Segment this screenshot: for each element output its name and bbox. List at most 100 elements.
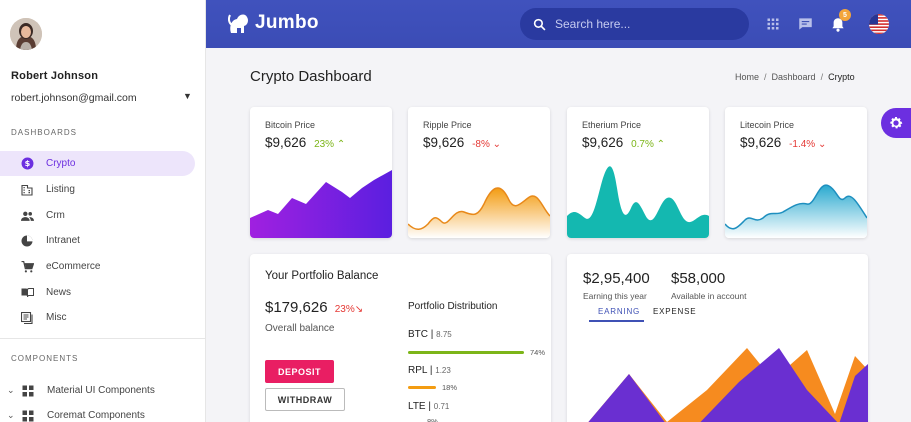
- ripple-sparkline: [408, 187, 550, 238]
- distribution-row-btc: BTC | 8.75: [408, 329, 452, 340]
- sidebar-item-coremat[interactable]: ⌄ Coremat Components: [0, 403, 195, 422]
- distribution-title: Portfolio Distribution: [408, 301, 498, 312]
- bitcoin-sparkline: [250, 170, 392, 238]
- coin-value: 8.75: [436, 330, 452, 339]
- search-input[interactable]: [555, 17, 735, 31]
- sidebar-item-material-ui[interactable]: ⌄ Material UI Components: [0, 378, 195, 403]
- price-change-text: 0.7%: [631, 139, 654, 150]
- etherium-price-card: Etherium Price $9,626 0.7% ⌃: [567, 107, 709, 238]
- arrow-down-icon: ⌄: [492, 139, 502, 150]
- portfolio-amount-value: $179,626: [265, 299, 328, 316]
- price-card-title: Etherium Price: [582, 120, 642, 130]
- price-value: $9,626: [265, 135, 307, 150]
- us-flag-icon[interactable]: [869, 14, 889, 34]
- dollar-icon: $: [20, 157, 34, 171]
- price-card-title: Ripple Price: [423, 120, 472, 130]
- coin-name: RPL: [408, 365, 428, 376]
- user-name: Robert Johnson: [11, 70, 99, 82]
- section-title-components: COMPONENTS: [11, 354, 79, 363]
- coin-value: 1.23: [435, 366, 451, 375]
- sidebar: Robert Johnson robert.johnson@gmail.com …: [0, 0, 206, 422]
- portfolio-amount: $179,626 23%↘: [265, 299, 363, 316]
- tab-earning[interactable]: EARNING: [598, 307, 641, 316]
- active-tab-indicator: [589, 320, 644, 322]
- price-change-text: -8%: [472, 139, 490, 150]
- coin-name: BTC: [408, 329, 428, 340]
- sidebar-item-news[interactable]: News: [0, 280, 195, 305]
- sidebar-item-label: Intranet: [46, 234, 80, 246]
- price-change: -8% ⌄: [472, 139, 501, 150]
- sidebar-divider: [0, 338, 205, 339]
- sidebar-item-listing[interactable]: Listing: [0, 177, 195, 202]
- price-card-value: $9,626 -8% ⌄: [423, 135, 501, 150]
- available-label: Available in account: [671, 291, 747, 301]
- distribution-row-lte: LTE | 0.71: [408, 401, 450, 412]
- coin-value: 0.71: [433, 402, 450, 411]
- earning-value: $2,95,400: [583, 270, 650, 287]
- apps-grid-icon[interactable]: [764, 15, 782, 33]
- sidebar-item-label: Misc: [46, 311, 67, 323]
- chevron-down-icon: ⌄: [7, 385, 15, 395]
- settings-gear-button[interactable]: [881, 108, 911, 138]
- sidebar-item-misc[interactable]: Misc: [0, 305, 195, 330]
- coin-name: LTE: [408, 401, 426, 412]
- price-card-value: $9,626 23% ⌃: [265, 135, 345, 150]
- search-box: [520, 8, 749, 40]
- tab-expense[interactable]: EXPENSE: [653, 307, 697, 316]
- earning-label: Earning this year: [583, 291, 647, 301]
- sidebar-item-ecommerce[interactable]: eCommerce: [0, 254, 195, 279]
- cart-icon: [20, 260, 34, 274]
- price-value: $9,626: [423, 135, 465, 150]
- distribution-percent-lte: 8%: [427, 417, 438, 422]
- price-change-text: 23%: [314, 139, 335, 150]
- chat-icon[interactable]: [796, 15, 814, 33]
- portfolio-balance-card: Your Portfolio Balance $179,626 23%↘ Ove…: [250, 254, 551, 422]
- withdraw-button[interactable]: WITHDRAW: [265, 388, 345, 411]
- distribution-percent-rpl: 18%: [442, 383, 458, 392]
- notifications-bell-icon[interactable]: 5: [829, 9, 851, 33]
- user-menu-caret-icon[interactable]: ▼: [183, 91, 192, 101]
- distribution-percent-btc: 74%: [530, 348, 546, 357]
- bitcoin-price-card: Bitcoin Price $9,626 23% ⌃: [250, 107, 392, 238]
- sidebar-item-label: Material UI Components: [47, 384, 155, 396]
- price-change: 0.7% ⌃: [631, 139, 665, 150]
- sidebar-item-crm[interactable]: Crm: [0, 203, 195, 228]
- breadcrumb-home[interactable]: Home: [735, 72, 760, 82]
- portfolio-change: 23%↘: [335, 304, 363, 315]
- price-card-title: Bitcoin Price: [265, 120, 316, 130]
- people-icon: [20, 209, 34, 223]
- arrow-up-icon: ⌃: [656, 139, 666, 150]
- grid-icon: [21, 384, 35, 398]
- breadcrumb: Home / Dashboard / Crypto: [735, 72, 855, 82]
- sidebar-item-label: News: [46, 286, 72, 298]
- trending-down-icon: ↘: [354, 304, 364, 315]
- sidebar-item-label: eCommerce: [46, 260, 101, 272]
- page-title: Crypto Dashboard: [250, 68, 372, 85]
- price-change: -1.4% ⌄: [789, 139, 826, 150]
- section-title-dashboards: DASHBOARDS: [11, 128, 78, 137]
- price-change: 23% ⌃: [314, 139, 345, 150]
- chevron-down-icon: ⌄: [7, 410, 15, 420]
- sidebar-item-intranet[interactable]: Intranet: [0, 228, 195, 253]
- top-app-bar: Jumbo 5: [206, 0, 911, 48]
- portfolio-change-text: 23%: [334, 304, 355, 315]
- breadcrumb-separator: /: [764, 72, 767, 82]
- distribution-bar-btc: [408, 351, 524, 354]
- sidebar-item-crypto[interactable]: $ Crypto: [0, 151, 195, 176]
- earning-area-chart: [588, 348, 868, 422]
- logo[interactable]: Jumbo: [228, 11, 319, 35]
- etherium-sparkline: [567, 166, 709, 238]
- breadcrumb-current: Crypto: [828, 72, 855, 82]
- breadcrumb-dashboard[interactable]: Dashboard: [771, 72, 816, 82]
- price-value: $9,626: [582, 135, 624, 150]
- portfolio-title: Your Portfolio Balance: [265, 270, 379, 282]
- grid-icon: [21, 409, 35, 422]
- avatar[interactable]: [10, 18, 42, 50]
- search-icon: [533, 18, 546, 30]
- sidebar-item-label: Crypto: [46, 157, 76, 169]
- price-change-text: -1.4%: [789, 139, 816, 150]
- deposit-button[interactable]: DEPOSIT: [265, 360, 334, 383]
- price-card-value: $9,626 -1.4% ⌄: [740, 135, 826, 150]
- book-icon: [20, 286, 34, 300]
- litecoin-sparkline: [725, 184, 867, 238]
